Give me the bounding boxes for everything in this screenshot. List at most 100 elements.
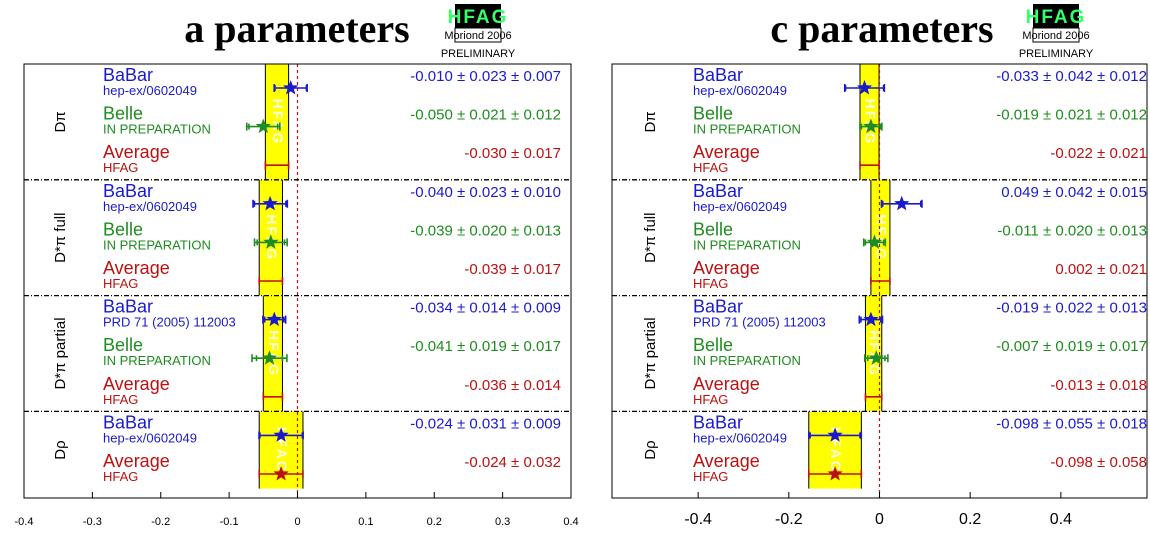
group-label-wrap: Dρ — [52, 440, 69, 459]
hfag-logo: HFAG Moriond 2006 PRELIMINARY — [1019, 4, 1094, 60]
x-tick-label: 0.3 — [495, 516, 510, 528]
entry-reference: HFAG — [103, 469, 138, 484]
entry-experiment: Average — [693, 451, 760, 471]
entry-experiment: Average — [693, 142, 760, 162]
entry-experiment: Belle — [693, 335, 733, 355]
entry-experiment: BaBar — [693, 65, 743, 85]
hfag-logo-name: HFAG — [1026, 7, 1087, 28]
x-tick-label: -0.1 — [220, 516, 239, 528]
entry-reference: HFAG — [103, 392, 138, 407]
band-watermark-name: HFAG — [867, 330, 883, 377]
average-band — [870, 179, 890, 296]
data-point-star — [261, 350, 278, 365]
entry-reference: IN PREPARATION — [103, 237, 211, 252]
average-band — [865, 295, 882, 412]
entry-value-text: -0.039 ± 0.020 ± 0.013 — [410, 222, 561, 239]
entry-experiment: BaBar — [693, 297, 743, 317]
x-tick-label: -0.4 — [684, 511, 712, 528]
hfag-logo-name: HFAG — [448, 7, 509, 28]
entry-reference: HFAG — [103, 276, 138, 291]
entry-value-text: -0.010 ± 0.023 ± 0.007 — [410, 68, 561, 85]
entry-value-text: -0.098 ± 0.055 ± 0.018 — [996, 415, 1147, 432]
entry-experiment: Belle — [103, 219, 143, 239]
entry-reference: HFAG — [693, 160, 728, 175]
entry-experiment: BaBar — [103, 181, 153, 201]
band-watermark: HFAG — [266, 330, 282, 377]
band-watermark: HFAG — [867, 330, 883, 377]
entry-reference: IN PREPARATION — [693, 237, 801, 252]
data-point-star — [266, 311, 282, 327]
entry-reference: hep-ex/0602049 — [103, 199, 197, 214]
group-label: Dρ — [642, 440, 659, 459]
band-watermark-name: HFAG — [270, 98, 286, 145]
x-tick-label: -0.2 — [151, 516, 170, 528]
entry-value-text: -0.030 ± 0.017 — [464, 145, 561, 162]
entry-value-text: -0.019 ± 0.021 ± 0.012 — [996, 107, 1147, 124]
hfag-logo: HFAG Moriond 2006 PRELIMINARY — [441, 4, 516, 60]
entry-value-text: 0.002 ± 0.021 — [1055, 261, 1147, 278]
hfag-logo-status: PRELIMINARY — [441, 48, 516, 60]
chart-title: c parameters — [770, 6, 993, 51]
data-point-star — [283, 80, 299, 95]
entry-reference: hep-ex/0602049 — [693, 83, 787, 98]
entry-value-text: -0.040 ± 0.023 ± 0.010 — [410, 184, 561, 201]
group-label: Dπ — [52, 111, 69, 132]
entry-value-text: -0.041 ± 0.019 ± 0.017 — [410, 338, 561, 355]
data-point-star — [894, 195, 910, 211]
entry-value-text: -0.019 ± 0.022 ± 0.013 — [996, 300, 1147, 317]
entry-reference: hep-ex/0602049 — [103, 83, 197, 98]
group-label-wrap: D*π partial — [52, 317, 69, 389]
group-label: D*π partial — [52, 317, 69, 389]
data-point-star — [273, 466, 289, 481]
x-tick-label: 0.2 — [427, 516, 442, 528]
x-tick-label: 0 — [875, 511, 884, 528]
group-label-wrap: Dπ — [642, 111, 659, 132]
entry-reference: hep-ex/0602049 — [103, 430, 197, 445]
average-band — [265, 64, 289, 180]
entry-value-text: 0.049 ± 0.042 ± 0.015 — [1001, 184, 1147, 201]
entry-value-text: -0.011 ± 0.020 ± 0.013 — [997, 222, 1147, 239]
entry-experiment: Average — [103, 142, 170, 162]
entry-experiment: Average — [103, 374, 170, 394]
data-point-star — [868, 350, 884, 365]
entry-reference: HFAG — [693, 276, 728, 291]
x-tick-label: 0.4 — [563, 516, 578, 528]
entry-experiment: Average — [693, 374, 760, 394]
band-watermark: HFAG — [270, 98, 286, 145]
entry-experiment: BaBar — [103, 412, 153, 432]
entry-reference: hep-ex/0602049 — [693, 199, 787, 214]
entry-experiment: Belle — [693, 104, 733, 124]
entry-reference: HFAG — [693, 469, 728, 484]
entry-value-text: -0.024 ± 0.032 — [464, 454, 561, 471]
entry-value-text: -0.098 ± 0.058 — [1050, 454, 1147, 471]
data-point-star — [827, 466, 843, 481]
group-label: D*π partial — [642, 317, 659, 389]
entry-experiment: Belle — [693, 219, 733, 239]
group-label-wrap: Dπ — [52, 111, 69, 132]
entry-reference: IN PREPARATION — [103, 353, 211, 368]
entry-value-text: -0.036 ± 0.014 — [464, 377, 561, 394]
entry-value-text: -0.007 ± 0.019 ± 0.017 — [996, 338, 1147, 355]
hfag-logo-status: PRELIMINARY — [1019, 48, 1094, 60]
entry-value-text: -0.034 ± 0.014 ± 0.009 — [410, 300, 561, 317]
entry-reference: PRD 71 (2005) 112003 — [693, 315, 826, 330]
entry-experiment: BaBar — [693, 181, 743, 201]
hfag-logo-box — [1033, 4, 1079, 28]
entry-experiment: Belle — [103, 104, 143, 124]
data-point-star — [863, 311, 879, 327]
entry-experiment: Belle — [103, 335, 143, 355]
band-watermark-name: HFAG — [873, 214, 889, 261]
entry-reference: hep-ex/0602049 — [693, 430, 787, 445]
entry-experiment: Average — [103, 258, 170, 278]
entry-experiment: BaBar — [693, 412, 743, 432]
group-label-wrap: D*π full — [52, 213, 69, 263]
x-tick-label: -0.4 — [15, 516, 34, 528]
hfag-logo-conf: Moriond 2006 — [1022, 30, 1089, 42]
group-label: D*π full — [642, 213, 659, 263]
hfag-logo-conf: Moriond 2006 — [444, 30, 511, 42]
data-point-star — [856, 80, 873, 95]
